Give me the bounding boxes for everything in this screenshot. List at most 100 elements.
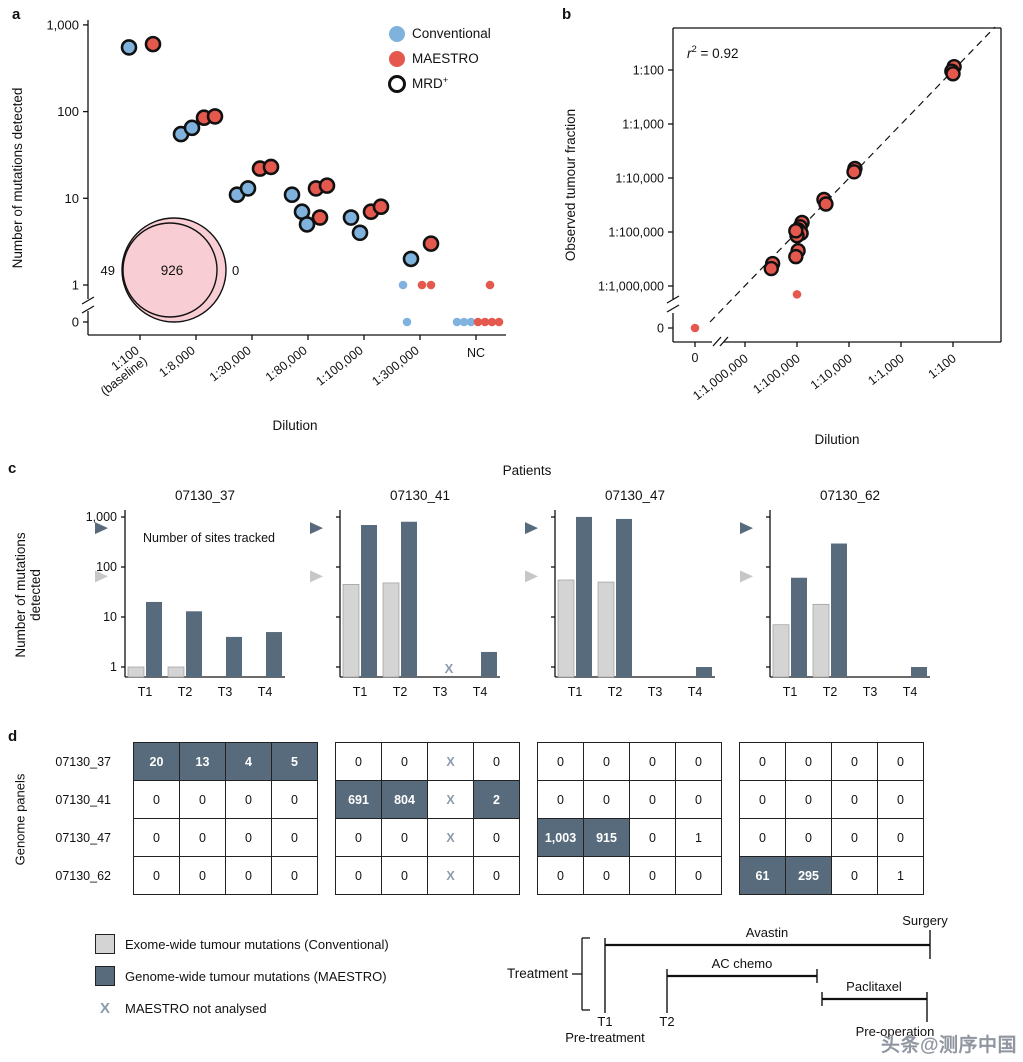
x-tick-label: 1:100	[926, 351, 959, 381]
y-axis-title: Observed tumour fraction	[563, 109, 578, 261]
scatter-point-maestro	[311, 209, 329, 226]
legend-marker-conventional	[389, 26, 405, 42]
legend-label: MAESTRO not analysed	[125, 1000, 267, 1016]
genome-panels-label: Genome panels	[12, 773, 28, 866]
panel-d-cell: 5	[271, 742, 318, 781]
panel-d-cell: 0	[179, 780, 226, 819]
bar-maestro	[186, 611, 202, 677]
legend-marker-maestro	[389, 51, 405, 67]
panel-d-cell: 0	[473, 856, 520, 895]
panel-b-letter: b	[562, 6, 572, 23]
panel-a-letter: a	[12, 6, 21, 23]
panel-d-cell: 0	[271, 818, 318, 857]
panel-d-cell: 0	[629, 742, 676, 781]
panel-d-cell: 0	[583, 780, 630, 819]
y-tick-label: 1	[72, 278, 79, 293]
scatter-point	[792, 290, 802, 299]
bar-conventional	[342, 584, 360, 678]
scatter-point-maestro	[417, 280, 427, 290]
panel-d-cell: 0	[133, 780, 180, 819]
panel-d-cell: 0	[225, 856, 272, 895]
timepoint-label: T4	[473, 685, 488, 699]
scatter-point-maestro	[206, 108, 224, 125]
x-tick-label: 1:100(baseline)	[90, 343, 150, 398]
panel-d-cell: 0	[335, 742, 382, 781]
sites-tracked-arrow-exome	[525, 570, 538, 583]
panel-d-cell: 0	[179, 856, 226, 895]
scatter-point-conventional	[466, 317, 476, 327]
timepoint-label: T3	[433, 685, 448, 699]
panel-d-cell: 0	[831, 780, 878, 819]
panel-d-block: 0 0 0 0 0 0 0 0 1,003 915 0 1 0 0 0 0	[537, 742, 722, 895]
t1-label: T1	[597, 1014, 612, 1029]
panel-d-cell: 0	[225, 780, 272, 819]
x-tick-label: 0	[692, 351, 699, 365]
panel-b-chart: 1:1001:1,0001:10,0001:100,0001:1,000,000…	[563, 26, 1002, 447]
timepoint-label: T4	[688, 685, 703, 699]
panel-d-letter: d	[8, 728, 18, 745]
axis-break	[712, 336, 722, 347]
panel-d-cell: 13	[179, 742, 226, 781]
x-tick-label: 1:100,000	[750, 351, 802, 396]
scatter-point-conventional	[402, 250, 420, 268]
scatter-point-maestro	[422, 235, 440, 252]
panel-d-cell: 0	[739, 742, 786, 781]
scatter-point-conventional	[183, 119, 201, 137]
bar-conventional	[167, 666, 185, 678]
panel-d-cell: 0	[831, 742, 878, 781]
axis-break	[666, 295, 680, 304]
r-squared-annotation: r2 = 0.92	[687, 44, 738, 61]
panel-d-block: 0 0 0 0 0 0 0 0 0 0 0 0 61 295 0 1	[739, 742, 924, 895]
panel-d-cell: X	[427, 818, 474, 857]
panel-d-cell: 0	[271, 780, 318, 819]
panel-d-cell: 0	[225, 818, 272, 857]
panel-d-cell: 0	[831, 818, 878, 857]
panel-d-cell: 0	[473, 818, 520, 857]
panel-d-cell: 0	[133, 818, 180, 857]
treatment-timeline: Treatment Avastin Surgery AC chemo Paclitaxe…	[507, 913, 948, 1045]
timepoint-label: T1	[568, 685, 583, 699]
patient-id: 07130_62	[820, 488, 880, 503]
bar-maestro	[791, 577, 807, 677]
x-axis-title: Dilution	[814, 432, 859, 447]
bar-maestro	[146, 601, 162, 677]
bar-maestro	[226, 636, 242, 677]
venn-right-count: 0	[232, 263, 239, 278]
patient-id: 07130_37	[175, 488, 235, 503]
bar-conventional	[772, 624, 790, 678]
y-tick-label: 0	[657, 322, 664, 336]
legend-label: MRD+	[412, 75, 449, 91]
pre-treatment-label: Pre-treatment	[565, 1030, 645, 1045]
scatter-point-maestro	[485, 280, 495, 290]
scatter-point-maestro	[494, 317, 504, 327]
bar-maestro	[576, 516, 592, 677]
patients-header: Patients	[503, 463, 552, 478]
panel-d-cell: 1	[877, 856, 924, 895]
x-axis-title: Dilution	[272, 418, 317, 433]
scatter-point-conventional	[298, 216, 316, 233]
scatter-point-conventional	[452, 317, 462, 327]
panel-c-chart: Patients Number of mutations detected 07130…	[13, 463, 930, 699]
y-tick-label: 1,000	[86, 510, 117, 524]
bar-conventional	[597, 581, 615, 678]
scatter-point-maestro	[426, 280, 436, 290]
y-axis-title: Number of mutations detected	[10, 88, 25, 269]
watermark: 头条@测序中国	[880, 1035, 1017, 1056]
y-tick-label: 1:1,000,000	[598, 280, 664, 294]
panel-d-cell: 0	[537, 856, 584, 895]
venn-inner-circle	[122, 222, 218, 318]
scatter-point-maestro	[487, 317, 497, 327]
bar-conventional	[812, 603, 830, 678]
panel-d-cell: 0	[785, 780, 832, 819]
timepoint-label: T2	[823, 685, 838, 699]
pre-operation-label: Pre-operation	[856, 1024, 935, 1039]
x-tick-label: 1:300,000	[369, 343, 421, 388]
panel-d-cell: 61	[739, 856, 786, 895]
panel-d-cell: 0	[675, 742, 722, 781]
panel-d-cell: 0	[381, 742, 428, 781]
panel-d-cell: 0	[335, 856, 382, 895]
bar-conventional	[127, 666, 145, 678]
bar-conventional	[382, 582, 400, 678]
panel-d-cell: X	[427, 856, 474, 895]
y-tick-label: 100	[57, 104, 79, 119]
